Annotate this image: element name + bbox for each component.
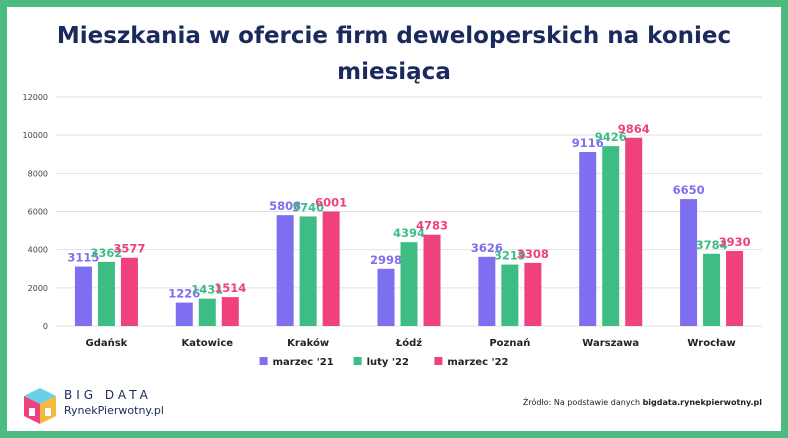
bar bbox=[579, 152, 597, 326]
data-label: 3930 bbox=[719, 235, 751, 249]
bar bbox=[501, 264, 519, 326]
bar bbox=[703, 253, 721, 326]
data-label: 9426 bbox=[595, 130, 627, 144]
bar bbox=[221, 297, 239, 326]
data-label: 6650 bbox=[673, 183, 705, 197]
bar bbox=[726, 251, 744, 326]
legend-label: marzec '21 bbox=[273, 357, 334, 368]
legend-swatch bbox=[259, 357, 268, 365]
source-note: Źródło: Na podstawie danych bigdata.ryne… bbox=[523, 398, 762, 407]
data-label: 3784 bbox=[696, 238, 728, 252]
bar bbox=[602, 146, 620, 326]
logo-site-name: RynekPierwotny.pl bbox=[64, 404, 164, 417]
bar bbox=[198, 298, 216, 326]
bar bbox=[299, 216, 317, 326]
data-label: 4783 bbox=[416, 219, 448, 233]
bar bbox=[625, 137, 643, 326]
data-label: 2998 bbox=[370, 253, 402, 267]
bar bbox=[478, 256, 496, 326]
data-label: 3115 bbox=[67, 251, 99, 265]
title-line-1: Mieszkania w ofercie firm deweloperskich… bbox=[56, 23, 732, 49]
bar bbox=[276, 215, 294, 326]
data-label: 1226 bbox=[168, 287, 200, 301]
chart-title: Mieszkania w ofercie firm deweloperskich… bbox=[0, 18, 788, 90]
data-label: 1431 bbox=[191, 283, 223, 297]
data-label: 3577 bbox=[113, 242, 145, 256]
logo-big-data: BIG DATA bbox=[64, 388, 152, 402]
y-tick-label: 0 bbox=[43, 322, 48, 331]
y-tick-label: 12000 bbox=[23, 93, 48, 102]
data-label: 3219 bbox=[494, 249, 526, 263]
bar bbox=[377, 268, 395, 326]
bar bbox=[120, 257, 138, 326]
x-tick-label: Łódź bbox=[395, 337, 422, 349]
x-tick-label: Wrocław bbox=[687, 338, 735, 349]
chart-frame bbox=[7, 7, 781, 431]
bar bbox=[524, 262, 542, 326]
data-label: 5740 bbox=[292, 200, 324, 214]
title-line-2: miesiąca bbox=[337, 59, 451, 85]
y-tick-label: 6000 bbox=[28, 208, 48, 217]
x-tick-label: Warszawa bbox=[582, 338, 639, 349]
data-label: 4394 bbox=[393, 226, 425, 240]
x-tick-label: Kraków bbox=[287, 337, 329, 349]
x-tick-label: Poznań bbox=[489, 337, 530, 349]
source-prefix: Źródło: Na podstawie danych bbox=[522, 398, 641, 407]
y-tick-label: 10000 bbox=[23, 131, 48, 140]
legend-label: marzec '22 bbox=[447, 357, 508, 368]
source-link: bigdata.rynekpierwotny.pl bbox=[642, 398, 762, 407]
legend-swatch bbox=[434, 357, 443, 365]
x-tick-label: Katowice bbox=[182, 338, 234, 349]
data-label: 1514 bbox=[214, 281, 246, 295]
y-tick-label: 4000 bbox=[28, 246, 48, 255]
data-label: 5808 bbox=[269, 199, 301, 213]
data-label: 9864 bbox=[618, 122, 650, 136]
bar bbox=[680, 199, 698, 326]
x-tick-label: Gdańsk bbox=[86, 337, 128, 349]
data-label: 9116 bbox=[572, 136, 604, 150]
bar bbox=[322, 211, 340, 326]
data-label: 3626 bbox=[471, 241, 503, 255]
bar bbox=[74, 266, 92, 326]
legend-swatch bbox=[353, 357, 362, 365]
big-data-logo-icon bbox=[24, 388, 56, 424]
data-label: 6001 bbox=[315, 195, 347, 209]
bar bbox=[423, 234, 441, 326]
y-tick-label: 8000 bbox=[28, 169, 48, 178]
bar bbox=[175, 302, 193, 326]
legend-label: luty '22 bbox=[367, 357, 409, 368]
data-label: 3362 bbox=[90, 246, 122, 260]
bar bbox=[97, 261, 115, 326]
data-label: 3308 bbox=[517, 247, 549, 261]
bar bbox=[400, 242, 418, 326]
y-tick-label: 2000 bbox=[28, 284, 48, 293]
